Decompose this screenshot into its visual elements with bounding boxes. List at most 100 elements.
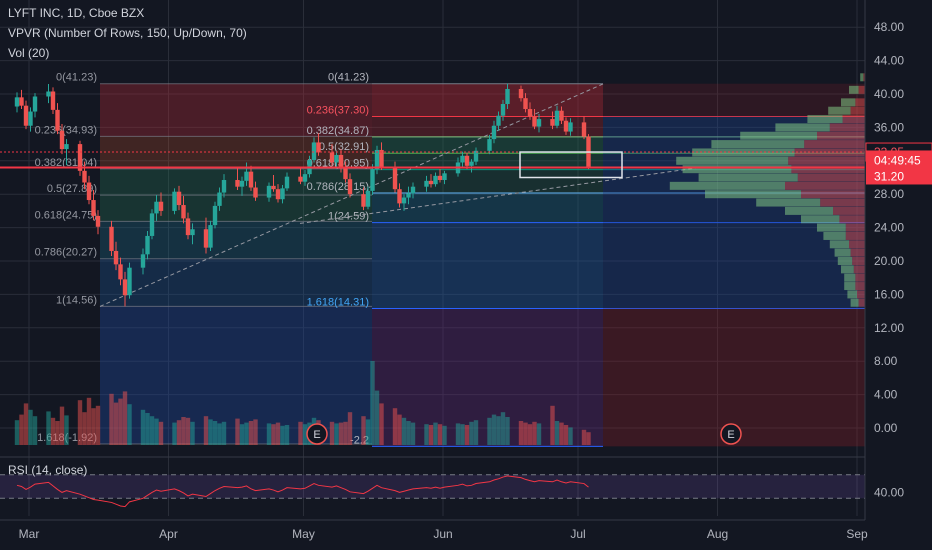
fib-level-label: 1(14.56) [56, 294, 97, 306]
volume-bar [487, 417, 492, 445]
volume-profile-bar [833, 206, 865, 215]
candle-body [86, 182, 92, 201]
candle-body [217, 192, 222, 206]
rsi-pane [0, 456, 865, 508]
candle-body [244, 171, 249, 181]
volume-bar [154, 418, 159, 445]
candle-body [338, 154, 344, 169]
fib-zone [372, 222, 603, 309]
price-tick-label: 20.00 [874, 254, 904, 268]
volume-bar [221, 421, 227, 445]
volume-profile-bar [841, 98, 856, 107]
candle-body [523, 98, 528, 110]
candle-body [559, 110, 564, 121]
candle-body [397, 189, 402, 204]
volume-profile-bar [829, 123, 865, 132]
candle-body [118, 264, 123, 280]
volume-bar [122, 391, 128, 445]
volume-profile-bar [849, 240, 865, 249]
volume-profile-bar [817, 131, 865, 140]
candle-body [275, 189, 281, 200]
candle-body [406, 193, 411, 198]
volume-profile-bar [817, 223, 846, 232]
candle-body [172, 191, 177, 211]
candle-body [221, 180, 227, 193]
volume-bar [536, 423, 542, 445]
candle-body [442, 173, 447, 181]
candle-body [428, 180, 434, 185]
candle-body [77, 144, 83, 171]
candle-body [181, 205, 186, 219]
volume-bar [568, 427, 573, 445]
volume-bar [559, 422, 564, 445]
volume-bar [266, 423, 272, 445]
candle-body [581, 122, 587, 137]
earnings-icon [306, 423, 328, 445]
volume-profile-bar [775, 123, 830, 132]
volume-bar [118, 398, 123, 445]
volume-bar [145, 413, 150, 445]
price-tick-label: 44.00 [874, 54, 904, 68]
rsi-legend[interactable]: RSI (14, close) [8, 463, 88, 477]
volume-bar [172, 422, 177, 445]
volume-bar [284, 425, 290, 445]
candle-body [185, 218, 191, 236]
fib-level-label: 0.5(32.91) [319, 141, 369, 153]
volume-profile-bar [698, 173, 798, 182]
volume-bar [248, 421, 254, 445]
volume-bar [518, 421, 524, 445]
candle-body [95, 215, 101, 227]
candle-body [374, 149, 380, 170]
volume-profile-bar [849, 85, 859, 94]
volume-profile-bar [756, 198, 821, 207]
price-tick-label: 12.00 [874, 321, 904, 335]
candle-body [379, 149, 384, 167]
volume-profile-bar [669, 181, 785, 190]
time-tick-label: Mar [19, 527, 40, 541]
candle-body [365, 190, 371, 207]
volume-bar [185, 417, 191, 445]
volume-bar [500, 412, 506, 445]
volume-legend[interactable]: Vol (20) [8, 46, 50, 60]
volume-bar [464, 425, 470, 445]
price-tag-countdown: 04:49:45 [874, 153, 921, 167]
volume-bar [271, 424, 276, 445]
candle-body [464, 155, 470, 166]
volume-bar [401, 417, 407, 445]
volume-bar [586, 432, 591, 445]
candle-body [14, 97, 20, 107]
candle-body [410, 186, 416, 194]
candle-body [190, 229, 195, 236]
volume-profile-bar [842, 115, 865, 124]
volume-bar [208, 419, 213, 445]
rsi-line [16, 475, 589, 508]
volume-bar [77, 400, 83, 445]
fib-level-label: 0.618(24.75) [35, 209, 97, 221]
volume-bar [275, 422, 281, 445]
volume-profile-bar [855, 98, 865, 107]
fib-zone [100, 195, 372, 222]
candle-body [563, 120, 569, 132]
candle-body [149, 213, 155, 236]
volume-profile-bar [863, 73, 865, 82]
volume-bar [253, 419, 258, 445]
candle-body [235, 180, 240, 187]
symbol-legend[interactable]: LYFT INC, 1D, Cboe BZX [8, 6, 145, 20]
vpvr-legend[interactable]: VPVR (Number Of Rows, 150, Up/Down, 70) [8, 26, 247, 40]
volume-profile [669, 73, 865, 307]
volume-profile-bar [676, 156, 789, 165]
volume-profile-bar [850, 298, 859, 307]
volume-bar [95, 405, 101, 445]
volume-bar [55, 421, 60, 445]
candle-body [248, 171, 254, 188]
candle-body [64, 144, 69, 150]
volume-bar [563, 425, 569, 445]
candle-body [329, 152, 335, 163]
fib-zone [603, 83, 865, 117]
candle-body [532, 116, 537, 127]
volume-profile-bar [692, 148, 795, 157]
candle-body [487, 139, 492, 151]
candle-body [19, 97, 24, 106]
